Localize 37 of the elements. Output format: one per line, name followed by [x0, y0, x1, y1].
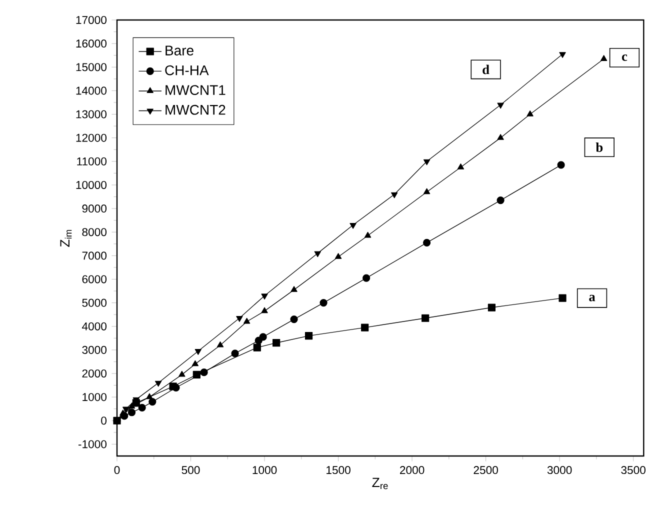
legend-label: MWCNT2 [166, 104, 226, 115]
y-tick-label: 3000 [82, 346, 107, 354]
x-tick-label: 3000 [547, 466, 572, 474]
y-tick-label: 5000 [82, 298, 107, 307]
x-tick-label: 1000 [252, 466, 277, 474]
y-tick-label: 2000 [82, 369, 107, 378]
y-tick-label: 16000 [76, 40, 107, 48]
legend-label: MWCNT1 [166, 85, 226, 96]
y-tick-label: 7000 [82, 252, 107, 260]
annotation: a [589, 294, 596, 302]
y-tick-label: 4000 [82, 322, 107, 330]
x-tick-label: 1500 [326, 466, 350, 474]
x-tick-label: 3500 [621, 466, 646, 474]
y-tick-label: 10000 [76, 180, 107, 189]
y-tick-label: 13000 [76, 110, 107, 118]
y-tick-label: 15000 [76, 63, 107, 72]
annotation: c [622, 54, 628, 61]
y-tick-label: 0 [101, 416, 107, 425]
y-axis-title: Z$_{im}$ [60, 230, 72, 247]
y-tick-label: 11000 [77, 157, 107, 166]
legend-label: Bare [166, 46, 194, 56]
x-tick-label: 2500 [474, 466, 498, 474]
annotation: d [482, 64, 490, 74]
y-tick-label: 12000 [76, 134, 107, 142]
legend-label: CH-HA [165, 65, 209, 76]
y-tick-label: 1000 [82, 393, 107, 402]
y-tick-label: 8000 [82, 228, 107, 236]
y-tick-label: 9000 [82, 204, 107, 213]
x-tick-label: 0 [114, 466, 120, 474]
y-tick-label: 17000 [76, 16, 107, 24]
y-tick-label: 6000 [82, 275, 107, 284]
annotation: b [596, 142, 603, 152]
y-tick-label: 14000 [76, 86, 107, 95]
x-axis-title: Z$_{re}$ [372, 478, 388, 490]
x-tick-label: 2000 [400, 466, 424, 474]
y-tick-label: -1000 [78, 440, 107, 448]
x-tick-label: 500 [182, 466, 200, 474]
